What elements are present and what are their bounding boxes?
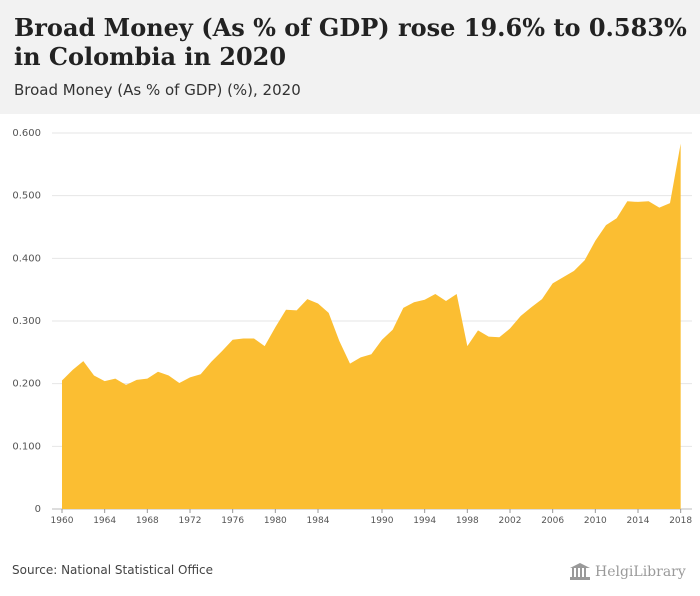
x-tick-label: 1994: [413, 516, 436, 526]
x-axis: 1960 1964 1968 1972 1976 1980 1984 1990 1994 1998…: [51, 509, 692, 526]
source-note: Source: National Statistical Office: [12, 563, 214, 577]
helgi-library-logo[interactable]: HelgiLibrary: [569, 561, 686, 583]
x-tick-label: 2002: [499, 516, 522, 526]
chart-header: Broad Money (As % of GDP) rose 19.6% to …: [0, 0, 700, 114]
x-tick-label: 1984: [307, 516, 330, 526]
x-tick-label: 2018: [669, 516, 692, 526]
x-tick-label: 2010: [584, 516, 607, 526]
x-tick-label: 2014: [627, 516, 650, 526]
x-tick-label: 1968: [136, 516, 159, 526]
x-tick-label: 1990: [371, 516, 394, 526]
area-series: [62, 143, 681, 510]
area-series-fill: [62, 143, 681, 510]
x-tick-label: 2006: [541, 516, 564, 526]
x-tick-label: 1960: [51, 516, 74, 526]
y-tick-label: 0.500: [12, 191, 41, 202]
y-tick-label: 0.300: [12, 316, 41, 327]
area-chart: 0 0.100 0.200 0.300 0.400 0.500 0.600 1960 1964…: [12, 128, 692, 526]
chart-subtitle: Broad Money (As % of GDP) (%), 2020: [14, 81, 301, 99]
x-tick-label: 1980: [264, 516, 287, 526]
y-tick-label: 0.600: [12, 128, 41, 139]
y-tick-label: 0.100: [12, 441, 41, 452]
y-tick-label: 0: [35, 504, 41, 515]
y-axis: 0 0.100 0.200 0.300 0.400 0.500 0.600: [12, 128, 41, 515]
chart-title: Broad Money (As % of GDP) rose 19.6% to …: [14, 13, 687, 71]
y-tick-label: 0.400: [12, 253, 41, 264]
y-tick-label: 0.200: [12, 379, 41, 390]
x-tick-label: 1998: [456, 516, 479, 526]
logo-text: HelgiLibrary: [595, 564, 686, 580]
library-building-icon: [570, 563, 590, 580]
x-tick-label: 1964: [93, 516, 116, 526]
x-tick-label: 1972: [179, 516, 202, 526]
x-tick-label: 1976: [221, 516, 244, 526]
